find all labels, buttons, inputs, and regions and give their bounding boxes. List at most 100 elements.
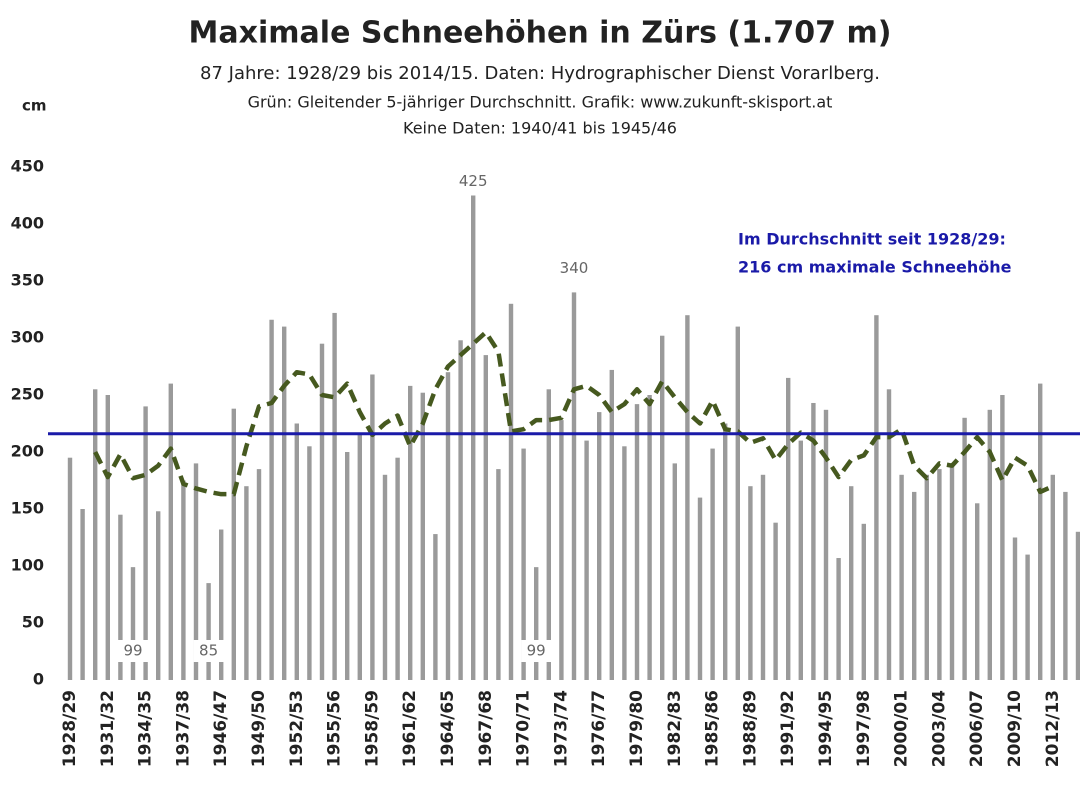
bar bbox=[912, 491, 917, 680]
x-tick-label: 1991/92 bbox=[778, 690, 798, 767]
bar bbox=[748, 486, 753, 680]
bar bbox=[420, 392, 425, 680]
x-tick-label: 1955/56 bbox=[325, 690, 345, 767]
bar bbox=[609, 369, 614, 680]
x-tick-label: 1949/50 bbox=[249, 690, 269, 767]
bar bbox=[899, 474, 904, 680]
data-label: 340 bbox=[560, 259, 589, 277]
label-background bbox=[193, 640, 224, 662]
x-tick-label: 1946/47 bbox=[211, 690, 231, 767]
x-tick-label: 2003/04 bbox=[929, 690, 949, 767]
bar bbox=[886, 389, 892, 680]
bar bbox=[269, 319, 274, 680]
data-label: 99 bbox=[123, 642, 142, 660]
x-tick-label: 1979/80 bbox=[627, 690, 647, 767]
data-label: 425 bbox=[459, 172, 488, 190]
subtitle: Keine Daten: 1940/41 bis 1945/46 bbox=[403, 119, 677, 138]
bar bbox=[786, 377, 791, 680]
x-tick-label: 1934/35 bbox=[136, 690, 156, 767]
bar bbox=[382, 474, 388, 680]
y-tick-label: 100 bbox=[11, 556, 44, 575]
bar bbox=[1038, 383, 1043, 680]
x-tick-label: 2012/13 bbox=[1043, 690, 1063, 767]
bar bbox=[874, 315, 879, 680]
x-tick-label: 1958/59 bbox=[362, 690, 382, 767]
bar bbox=[1063, 491, 1068, 680]
data-label: 85 bbox=[199, 642, 218, 660]
bar bbox=[345, 452, 350, 680]
x-tick-label: 1931/32 bbox=[98, 690, 118, 767]
bar bbox=[181, 480, 186, 680]
bar bbox=[256, 469, 262, 680]
bar bbox=[143, 406, 148, 680]
bar bbox=[294, 423, 299, 680]
x-tick-label: 2000/01 bbox=[892, 690, 912, 767]
x-tick-label: 2006/07 bbox=[967, 690, 987, 767]
average-annotation: Im Durchschnitt seit 1928/29: bbox=[738, 230, 1006, 249]
y-tick-label: 200 bbox=[11, 442, 44, 461]
bar bbox=[849, 486, 854, 680]
bar bbox=[949, 463, 955, 680]
bar bbox=[282, 326, 287, 680]
data-label: 99 bbox=[527, 642, 546, 660]
bar bbox=[697, 497, 703, 680]
x-tick-label: 1970/71 bbox=[514, 690, 534, 767]
y-tick-label: 0 bbox=[33, 670, 44, 689]
y-tick-label: 350 bbox=[11, 271, 44, 290]
bar bbox=[130, 567, 136, 680]
bar bbox=[1012, 537, 1018, 680]
x-tick-label: 1976/77 bbox=[589, 690, 609, 767]
bar bbox=[1000, 395, 1005, 680]
bar bbox=[622, 446, 627, 680]
bar bbox=[559, 420, 564, 680]
x-tick-label: 1985/86 bbox=[703, 690, 723, 767]
bar bbox=[219, 529, 224, 680]
label-background bbox=[521, 640, 552, 662]
x-tick-label: 1973/74 bbox=[551, 690, 571, 767]
bar bbox=[735, 326, 740, 680]
y-axis-label: cm bbox=[22, 97, 47, 115]
bar bbox=[975, 503, 980, 680]
bar bbox=[1025, 554, 1030, 680]
y-tick-label: 250 bbox=[11, 385, 44, 404]
bar bbox=[987, 409, 992, 680]
bar bbox=[1050, 474, 1055, 680]
bar bbox=[408, 385, 413, 680]
label-background bbox=[118, 640, 148, 662]
bar bbox=[937, 469, 942, 680]
y-tick-label: 150 bbox=[11, 499, 44, 518]
bar bbox=[823, 409, 829, 680]
bar bbox=[118, 514, 123, 680]
x-tick-label: 2009/10 bbox=[1005, 690, 1025, 767]
bar bbox=[471, 195, 476, 680]
bar bbox=[584, 440, 589, 680]
y-tick-label: 50 bbox=[22, 613, 44, 632]
x-tick-label: 1961/62 bbox=[400, 690, 420, 767]
x-tick-label: 1988/89 bbox=[740, 690, 760, 767]
bar bbox=[546, 389, 551, 680]
bar bbox=[458, 340, 463, 680]
bar bbox=[206, 583, 211, 680]
bar bbox=[521, 448, 526, 680]
bar bbox=[760, 474, 766, 680]
x-tick-label: 1964/65 bbox=[438, 690, 458, 767]
average-annotation: 216 cm maximale Schneehöhe bbox=[738, 258, 1012, 277]
bar bbox=[395, 457, 400, 680]
bar bbox=[861, 523, 866, 680]
bar bbox=[723, 423, 728, 680]
subtitle: 87 Jahre: 1928/29 bis 2014/15. Daten: Hy… bbox=[200, 63, 880, 84]
chart-title: Maximale Schneehöhen in Zürs (1.707 m) bbox=[189, 16, 892, 51]
bar bbox=[571, 292, 577, 680]
y-tick-label: 300 bbox=[11, 328, 44, 347]
x-tick-label: 1952/53 bbox=[287, 690, 307, 767]
bar bbox=[508, 303, 514, 680]
subtitle: Grün: Gleitender 5-jähriger Durchschnitt… bbox=[248, 93, 833, 112]
bar bbox=[433, 534, 438, 680]
x-tick-label: 1994/95 bbox=[816, 690, 836, 767]
bar bbox=[370, 374, 375, 680]
bar bbox=[445, 372, 451, 680]
bar bbox=[773, 522, 778, 680]
bar bbox=[811, 402, 816, 680]
bar bbox=[193, 463, 199, 680]
